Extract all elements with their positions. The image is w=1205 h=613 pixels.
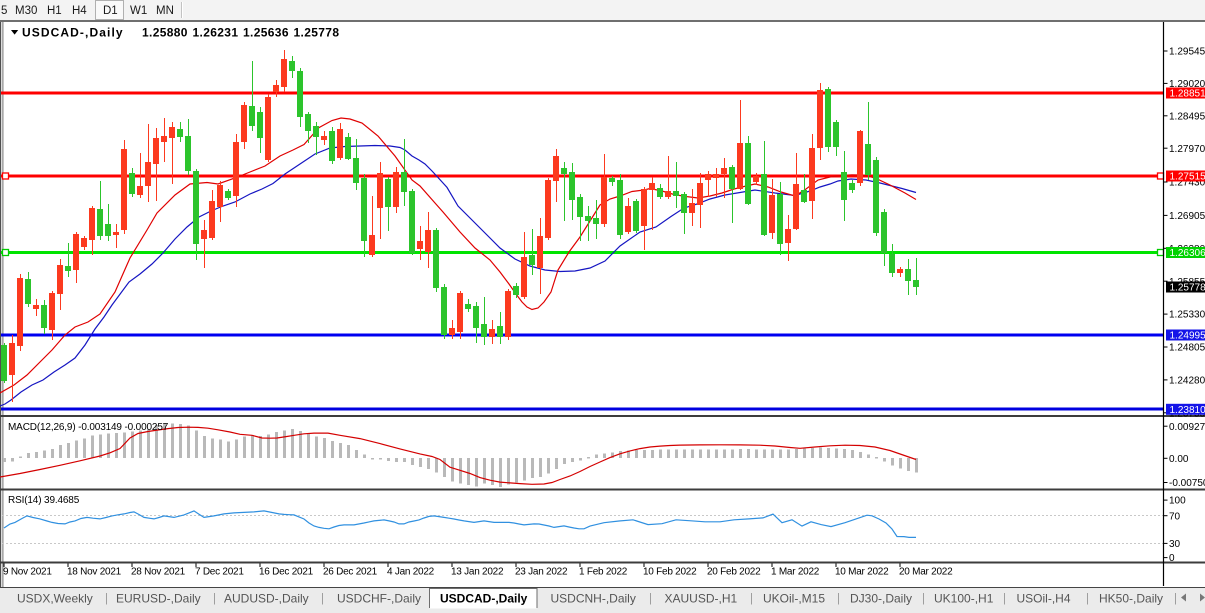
svg-text:1.24280: 1.24280 <box>1169 376 1205 387</box>
svg-text:M30: M30 <box>15 5 37 17</box>
svg-text:70: 70 <box>1169 511 1181 522</box>
svg-text:20 Feb 2022: 20 Feb 2022 <box>707 567 761 578</box>
svg-text:1.26306: 1.26306 <box>1170 248 1205 259</box>
svg-text:1.28495: 1.28495 <box>1169 111 1205 122</box>
svg-text:1.24805: 1.24805 <box>1169 343 1205 354</box>
svg-text:1.25330: 1.25330 <box>1169 310 1205 321</box>
svg-text:10 Mar 2022: 10 Mar 2022 <box>835 567 889 578</box>
svg-text:23 Jan 2022: 23 Jan 2022 <box>515 567 568 578</box>
svg-text:D1: D1 <box>103 5 118 17</box>
svg-text:18 Nov 2021: 18 Nov 2021 <box>67 567 122 578</box>
svg-text:20 Mar 2022: 20 Mar 2022 <box>899 567 953 578</box>
svg-text:13 Jan 2022: 13 Jan 2022 <box>451 567 504 578</box>
svg-text:1.29020: 1.29020 <box>1169 79 1205 90</box>
svg-text:1.25778: 1.25778 <box>1170 283 1205 294</box>
svg-text:30: 30 <box>1169 539 1181 550</box>
svg-text:28 Nov 2021: 28 Nov 2021 <box>131 567 186 578</box>
svg-text:1.25880 1.26231 1.25636 1.2577: 1.25880 1.26231 1.25636 1.25778 <box>142 26 339 40</box>
svg-text:0.00: 0.00 <box>1169 454 1189 465</box>
svg-text:|: | <box>649 593 652 605</box>
svg-text:AUDUSD-,Daily: AUDUSD-,Daily <box>224 592 309 606</box>
svg-text:0.009278: 0.009278 <box>1169 422 1205 433</box>
svg-text:W1: W1 <box>130 5 147 17</box>
svg-text:1.23810: 1.23810 <box>1170 405 1205 416</box>
svg-text:MN: MN <box>156 5 174 17</box>
svg-text:26 Dec 2021: 26 Dec 2021 <box>323 567 378 578</box>
svg-text:H4: H4 <box>72 5 87 17</box>
svg-text:UK100-,H1: UK100-,H1 <box>934 592 994 606</box>
svg-text:|: | <box>1003 593 1006 605</box>
svg-text:MACD(12,26,9) -0.003149 -0.000: MACD(12,26,9) -0.003149 -0.000257 <box>8 422 169 433</box>
svg-text:-0.00750: -0.00750 <box>1169 478 1205 489</box>
svg-text:USDCHF-,Daily: USDCHF-,Daily <box>337 592 421 606</box>
svg-text:1.28851: 1.28851 <box>1170 89 1205 100</box>
svg-text:1.26905: 1.26905 <box>1169 211 1205 222</box>
svg-text:|: | <box>1174 593 1177 605</box>
svg-text:1 Feb 2022: 1 Feb 2022 <box>579 567 628 578</box>
svg-text:RSI(14) 39.4685: RSI(14) 39.4685 <box>8 495 80 506</box>
svg-text:H1: H1 <box>47 5 62 17</box>
svg-text:|: | <box>213 593 216 605</box>
svg-text:|: | <box>922 593 925 605</box>
svg-text:XAUUSD-,H1: XAUUSD-,H1 <box>665 592 738 606</box>
svg-text:|: | <box>321 593 324 605</box>
svg-text:USDCAD-,Daily: USDCAD-,Daily <box>440 592 528 606</box>
svg-text:1.27430: 1.27430 <box>1169 178 1205 189</box>
svg-text:1.27970: 1.27970 <box>1169 144 1205 155</box>
svg-text:16 Dec 2021: 16 Dec 2021 <box>259 567 314 578</box>
svg-text:|: | <box>750 593 753 605</box>
svg-text:0: 0 <box>1169 553 1175 564</box>
svg-text:|: | <box>105 593 108 605</box>
svg-text:|: | <box>1086 593 1089 605</box>
svg-text:DJ30-,Daily: DJ30-,Daily <box>850 592 912 606</box>
svg-text:1.27515: 1.27515 <box>1170 172 1205 183</box>
svg-text:9 Nov 2021: 9 Nov 2021 <box>3 567 52 578</box>
svg-text:|: | <box>837 593 840 605</box>
svg-text:100: 100 <box>1169 496 1186 507</box>
svg-text:1.29545: 1.29545 <box>1169 47 1205 58</box>
svg-text:USOil-,H4: USOil-,H4 <box>1017 592 1071 606</box>
svg-text:7 Dec 2021: 7 Dec 2021 <box>195 567 244 578</box>
svg-text:USDCAD-,Daily: USDCAD-,Daily <box>22 26 124 40</box>
svg-text:10 Feb 2022: 10 Feb 2022 <box>643 567 697 578</box>
svg-text:5: 5 <box>1 5 7 17</box>
svg-text:HK50-,Daily: HK50-,Daily <box>1099 592 1163 606</box>
svg-text:1 Mar 2022: 1 Mar 2022 <box>771 567 820 578</box>
svg-text:4 Jan 2022: 4 Jan 2022 <box>387 567 435 578</box>
svg-text:EURUSD-,Daily: EURUSD-,Daily <box>116 592 201 606</box>
svg-text:UKOil-,M15: UKOil-,M15 <box>763 592 825 606</box>
svg-text:1.24995: 1.24995 <box>1170 331 1205 342</box>
svg-text:USDX,Weekly: USDX,Weekly <box>17 592 93 606</box>
svg-text:USDCNH-,Daily: USDCNH-,Daily <box>551 592 636 606</box>
